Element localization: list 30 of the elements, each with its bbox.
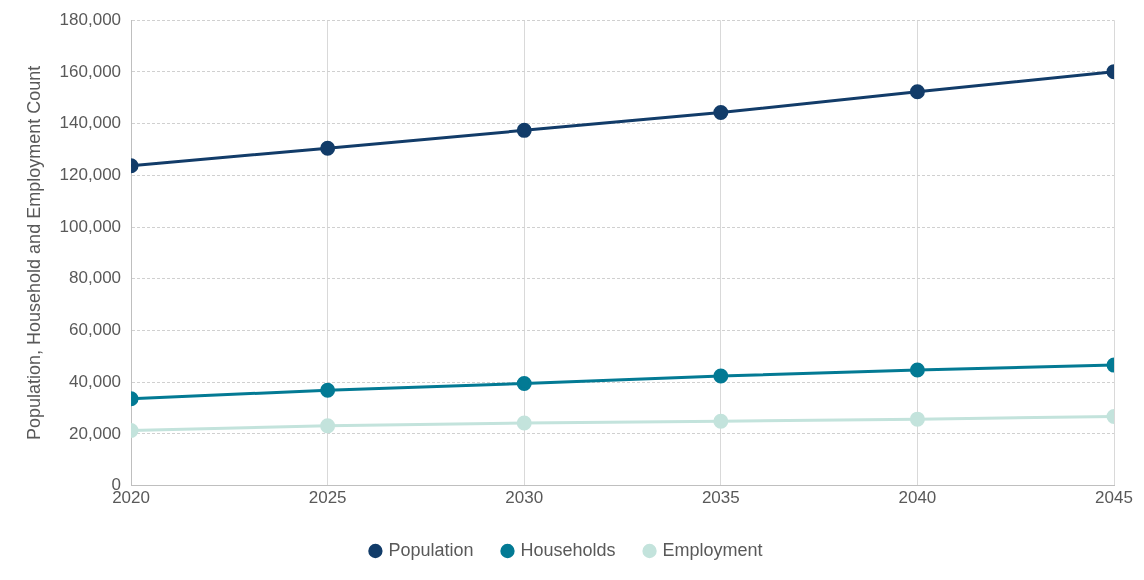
point xyxy=(909,84,925,100)
point xyxy=(320,382,336,398)
point xyxy=(320,140,336,156)
x-tick-label: 2030 xyxy=(505,488,544,508)
point xyxy=(516,415,532,431)
y-tick-label: 160,000 xyxy=(59,61,122,81)
legend-label: Households xyxy=(520,539,616,560)
y-tick-label: 60,000 xyxy=(69,320,122,340)
x-tick-label: 2025 xyxy=(308,488,347,508)
legend-label: Employment xyxy=(662,539,763,560)
y-tick-label: 80,000 xyxy=(69,268,122,288)
y-tick-label: 40,000 xyxy=(69,371,122,391)
legend-label: Population xyxy=(388,539,474,560)
y-tick-label: 180,000 xyxy=(59,9,122,29)
point xyxy=(516,122,532,138)
point xyxy=(909,362,925,378)
y-tick-label: 100,000 xyxy=(59,216,122,236)
x-tick-label: 2040 xyxy=(898,488,937,508)
y-tick-label: 20,000 xyxy=(69,423,122,443)
y-tick-label: 140,000 xyxy=(59,113,122,133)
point xyxy=(909,411,925,427)
y-axis-title: Population, Household and Employment Count xyxy=(23,65,44,441)
point xyxy=(713,413,729,429)
point xyxy=(713,105,729,120)
point xyxy=(713,368,729,384)
point xyxy=(320,418,336,434)
x-tick-label: 2045 xyxy=(1095,488,1133,508)
x-tick-label: 2035 xyxy=(701,488,740,508)
point xyxy=(516,375,532,391)
y-tick-label: 120,000 xyxy=(59,165,122,185)
